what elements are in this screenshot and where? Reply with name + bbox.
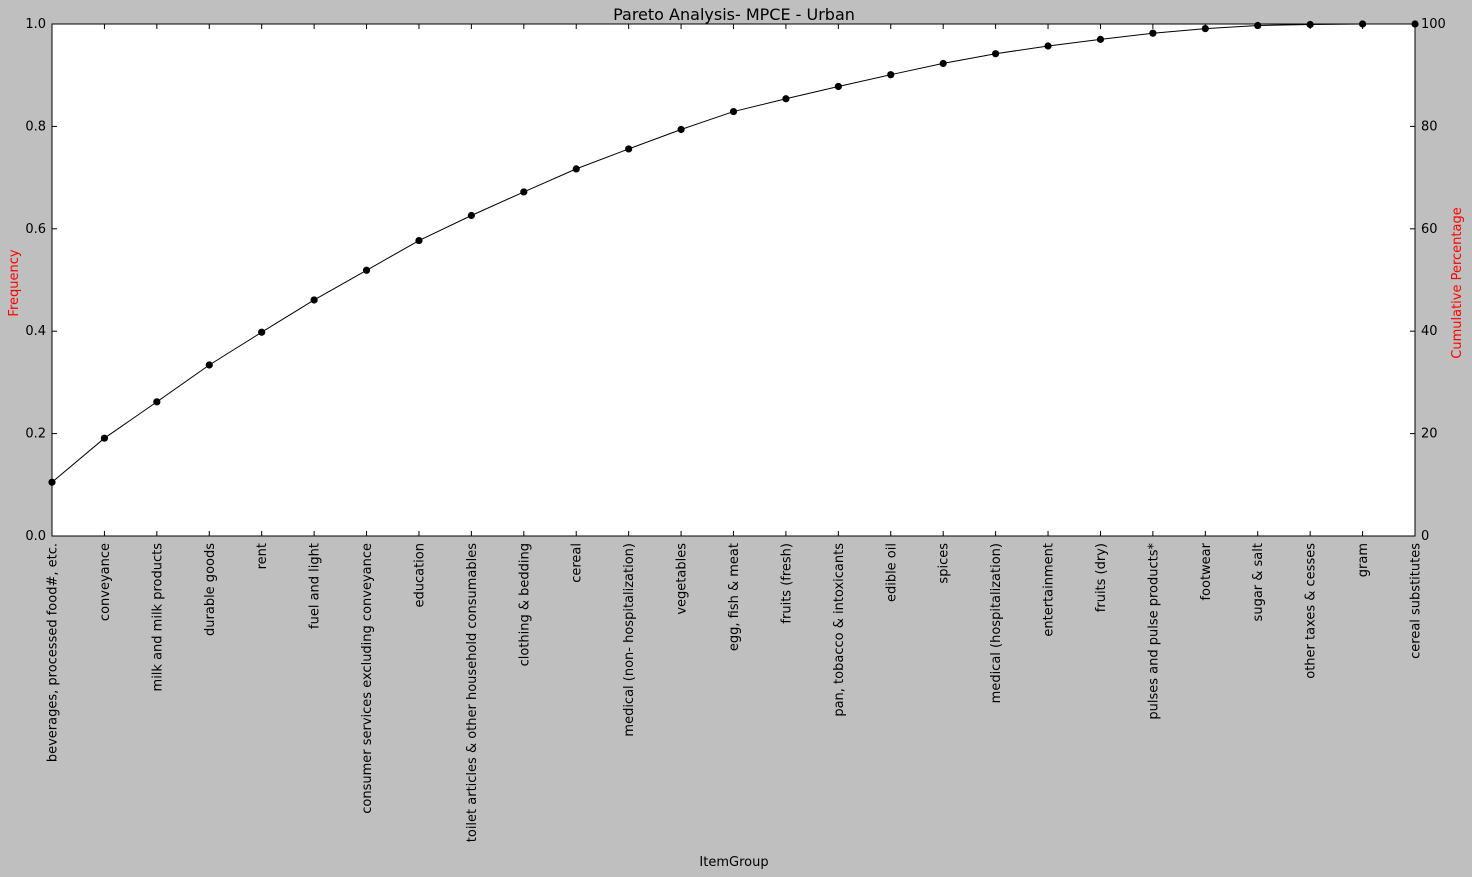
- data-point: [677, 126, 684, 133]
- x-tick-label: pan, tobacco & intoxicants: [832, 543, 847, 717]
- x-tick-label: sugar & salt: [1251, 543, 1266, 621]
- x-tick-label: medical (hospitalization): [989, 543, 1004, 703]
- x-tick-label: spices: [937, 543, 952, 584]
- x-tick-label: gram: [1356, 543, 1371, 577]
- right-tick-label: 20: [1421, 427, 1438, 442]
- x-tick-label: clothing & bedding: [517, 543, 532, 666]
- x-tick-label: entertainment: [1042, 543, 1057, 637]
- x-tick-label: other taxes & cesses: [1304, 543, 1319, 679]
- right-tick-label: 100: [1421, 17, 1446, 32]
- data-point: [782, 95, 789, 102]
- plot-area: [52, 24, 1415, 536]
- x-tick-label: fruits (dry): [1094, 543, 1109, 612]
- data-point: [835, 83, 842, 90]
- x-tick-label: edible oil: [884, 543, 899, 602]
- left-tick-label: 0.0: [25, 529, 46, 544]
- right-tick-label: 60: [1421, 222, 1438, 237]
- x-tick-label: egg, fish & meat: [727, 543, 742, 651]
- right-tick-label: 80: [1421, 119, 1438, 134]
- data-point: [940, 60, 947, 67]
- data-point: [153, 398, 160, 405]
- data-point: [258, 329, 265, 336]
- x-tick-label: milk and milk products: [150, 543, 165, 692]
- data-point: [1359, 20, 1366, 27]
- data-point: [101, 435, 108, 442]
- chart-title: Pareto Analysis- MPCE - Urban: [613, 5, 855, 24]
- x-axis-label: ItemGroup: [699, 855, 768, 870]
- data-point: [311, 296, 318, 303]
- data-point: [1307, 21, 1314, 28]
- data-point: [520, 188, 527, 195]
- left-tick-label: 0.2: [25, 427, 46, 442]
- data-point: [1149, 30, 1156, 37]
- data-point: [1254, 22, 1261, 29]
- x-tick-label: fruits (fresh): [779, 543, 794, 624]
- x-tick-label: conveyance: [98, 543, 113, 621]
- data-point: [1411, 20, 1418, 27]
- left-tick-label: 0.4: [25, 324, 46, 339]
- data-point: [48, 479, 55, 486]
- left-tick-label: 0.8: [25, 119, 46, 134]
- left-tick-label: 0.6: [25, 222, 46, 237]
- data-point: [1097, 36, 1104, 43]
- data-point: [468, 212, 475, 219]
- x-tick-label: footwear: [1199, 542, 1214, 600]
- data-point: [730, 108, 737, 115]
- x-tick-label: durable goods: [203, 543, 218, 636]
- y-axis-label-left: Frequency: [7, 249, 22, 316]
- data-point: [625, 145, 632, 152]
- data-point: [206, 361, 213, 368]
- x-tick-label: fuel and light: [308, 543, 323, 629]
- x-tick-label: rent: [255, 543, 270, 569]
- left-tick-label: 1.0: [25, 17, 46, 32]
- x-tick-label: pulses and pulse products*: [1146, 543, 1161, 720]
- data-point: [1202, 25, 1209, 32]
- right-tick-label: 40: [1421, 324, 1438, 339]
- x-tick-label: education: [412, 543, 427, 608]
- data-point: [573, 165, 580, 172]
- x-tick-label: cereal: [570, 543, 585, 583]
- x-tick-label: vegetables: [675, 543, 690, 615]
- x-tick-label: cereal substitutes: [1409, 543, 1424, 659]
- data-point: [363, 267, 370, 274]
- x-tick-label: consumer services excluding conveyance: [360, 543, 375, 814]
- x-tick-label: toilet articles & other household consum…: [465, 543, 480, 842]
- x-tick-label: beverages, processed food#, etc.: [46, 543, 61, 762]
- data-point: [1044, 42, 1051, 49]
- data-point: [415, 237, 422, 244]
- data-point: [992, 50, 999, 57]
- y-axis-label-right: Cumulative Percentage: [1450, 207, 1465, 358]
- data-point: [887, 71, 894, 78]
- x-tick-label: medical (non- hospitalization): [622, 543, 637, 737]
- right-tick-label: 0: [1421, 529, 1429, 544]
